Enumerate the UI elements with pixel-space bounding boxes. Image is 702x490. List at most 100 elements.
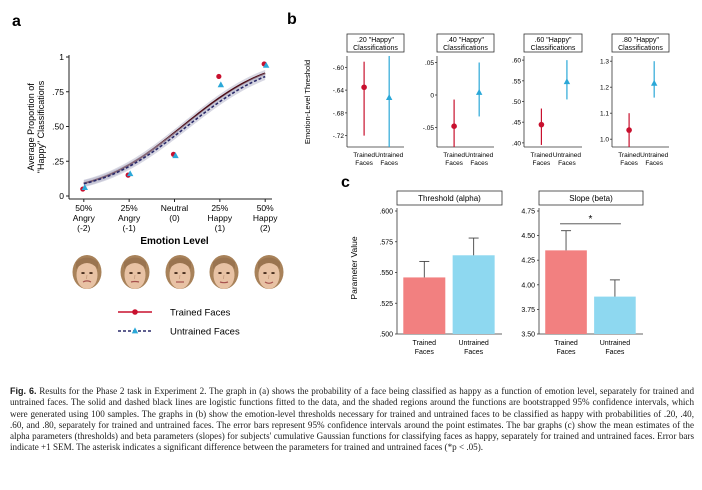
y-tick-label: .50 [512, 99, 521, 106]
x-tick-label: Happy [208, 213, 233, 223]
face-eye-left [218, 272, 222, 274]
x-tick-label: (-2) [77, 223, 90, 233]
data-point-untrained [217, 81, 225, 88]
y-tick-label: 4.75 [521, 209, 535, 216]
x-tick-label: 25% [121, 203, 138, 213]
x-category-label: Untrained [600, 340, 630, 347]
face-fringe [258, 257, 280, 269]
y-tick-label: 1 [59, 52, 64, 62]
x-tick-label: (0) [169, 213, 180, 223]
panel-label-c: c [341, 174, 350, 191]
subplot-title: .60 "Happy" [535, 37, 572, 44]
x-category-label: Faces [380, 160, 398, 167]
y-tick-label: .40 [512, 140, 521, 147]
x-tick-label: (2) [260, 223, 271, 233]
subplot-title: Classifications [618, 45, 663, 52]
subplot-title: .80 "Happy" [622, 37, 659, 44]
panel-label-b: b [287, 11, 297, 28]
y-tick-label: 0 [59, 191, 64, 201]
point-estimate-untrained [650, 79, 658, 86]
x-category-label: Faces [557, 349, 577, 356]
x-tick-label: 50% [257, 203, 274, 213]
y-tick-label: .600 [379, 209, 393, 216]
x-tick-label: 25% [211, 203, 228, 213]
y-tick-label: .550 [379, 270, 393, 277]
face-fringe [169, 257, 191, 269]
x-category-label: Faces [355, 160, 373, 167]
point-estimate-trained [626, 127, 632, 133]
face-fringe [76, 257, 98, 269]
face-eye-right [226, 272, 230, 274]
x-category-label: Faces [605, 349, 625, 356]
x-category-label: Faces [470, 160, 488, 167]
y-tick-label: 4.50 [521, 233, 535, 240]
legend-label-untrained: Untrained Faces [170, 327, 240, 338]
x-tick-label: Happy [253, 213, 278, 223]
face-eye-right [182, 272, 186, 274]
face-fringe [124, 257, 146, 269]
face-image-2 [119, 255, 151, 293]
x-tick-label: (-1) [123, 223, 136, 233]
y-tick-label: .525 [379, 301, 393, 308]
y-tick-label: .60 [512, 58, 521, 65]
legend-label-trained: Trained Faces [170, 308, 231, 319]
subplot-title-box [611, 33, 670, 53]
y-tick-label: .55 [512, 78, 521, 85]
face-image-4 [208, 255, 240, 293]
face-eye-right [271, 272, 275, 274]
face-nose [268, 274, 270, 280]
y-tick-label: .05 [425, 60, 434, 67]
subplot-title: .40 "Happy" [447, 37, 484, 44]
point-estimate-trained [361, 84, 367, 91]
x-category-label: Faces [645, 160, 663, 167]
face-eye-left [263, 272, 267, 274]
y-tick-label: 1.0 [600, 137, 609, 144]
x-category-label: Trained [618, 152, 640, 159]
x-category-label: Faces [620, 160, 638, 167]
y-tick-label: .25 [52, 156, 64, 166]
y-tick-label: .45 [512, 120, 521, 127]
x-tick-label: 50% [75, 203, 92, 213]
x-category-label: Trained [554, 340, 578, 347]
y-tick-label: .75 [52, 87, 64, 97]
face-image-5 [253, 255, 285, 293]
face-nose [179, 274, 181, 280]
subplot-title-box [436, 33, 495, 53]
y-tick-label: -.68 [333, 110, 345, 117]
y-tick-label: -.60 [333, 65, 345, 72]
panel-c-y-axis-title: Parameter Value [349, 236, 359, 299]
x-category-label: Faces [533, 160, 551, 167]
face-fringe [213, 257, 235, 269]
x-tick-label: Neutral [161, 203, 189, 213]
x-category-label: Faces [445, 160, 463, 167]
x-tick-label: Angry [73, 213, 96, 223]
panel-b-charts: Emotion-Level Threshold.20 "Happy"Classi… [303, 33, 670, 167]
subplot-title: Threshold (alpha) [418, 194, 481, 203]
y-tick-label: .500 [379, 332, 393, 339]
face-mouth [130, 280, 140, 283]
significance-asterisk: * [589, 214, 593, 225]
panel-b-y-axis-title: Emotion-Level Threshold [303, 60, 312, 144]
bar-trained [545, 250, 587, 334]
bar-untrained [452, 255, 495, 334]
subplot-title-box [523, 33, 583, 53]
x-category-label: Untrained [553, 152, 582, 159]
legend-marker-untrained [131, 327, 139, 334]
face-eye-left [129, 272, 133, 274]
x-tick-label: Angry [118, 213, 141, 223]
face-nose [223, 274, 225, 280]
y-axis-title: Average Proportion of"Happy" Classificat… [26, 80, 46, 173]
bar-untrained [594, 296, 636, 334]
x-category-label: Faces [464, 349, 484, 356]
panel-label-a: a [12, 13, 21, 30]
face-image-3 [164, 255, 196, 293]
y-tick-label: .575 [379, 239, 393, 246]
x-category-label: Untrained [375, 152, 404, 159]
x-category-label: Trained [353, 152, 375, 159]
x-category-label: Untrained [640, 152, 669, 159]
x-category-label: Trained [413, 340, 437, 347]
subplot-title: Slope (beta) [569, 194, 613, 203]
data-point-untrained [262, 61, 270, 68]
point-estimate-untrained [563, 78, 571, 85]
face-eye-right [89, 272, 93, 274]
